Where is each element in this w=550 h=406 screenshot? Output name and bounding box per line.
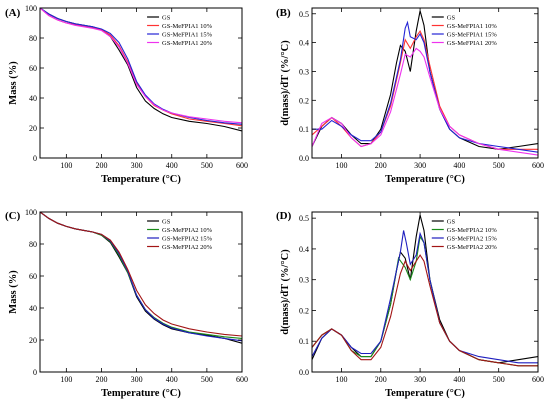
legend-label: GS-MeFPIA1 10% bbox=[447, 23, 498, 30]
plot-frame bbox=[311, 211, 539, 373]
x-axis-label: Temperature (°C) bbox=[385, 174, 465, 185]
legend-label: GS-MeFPIA1 20% bbox=[162, 40, 213, 47]
y-axis-label: d(mass)/dT (%/°C) bbox=[280, 40, 291, 126]
y-tick-label: 0.2 bbox=[299, 96, 309, 105]
legend-label: GS bbox=[447, 218, 456, 225]
y-tick-label: 20 bbox=[29, 124, 37, 133]
y-axis-label: d(mass)/dT (%/°C) bbox=[280, 249, 291, 335]
chart-panel-2: (B) 100 200 300 400 500 600 0.0 0.1 0.2 0.3 0.4 0.5 T… bbox=[276, 7, 544, 185]
x-tick-label: 500 bbox=[201, 375, 213, 384]
legend-label: GS-MeFPIA2 15% bbox=[447, 235, 498, 242]
x-tick-label: 400 bbox=[166, 161, 178, 170]
y-tick-label: 60 bbox=[29, 64, 37, 73]
x-tick-label: 600 bbox=[532, 161, 544, 170]
y-tick-label: 0 bbox=[33, 368, 37, 377]
series-line-4 bbox=[312, 47, 538, 156]
chart-panel-4: (D) 100 200 300 400 500 600 0.0 0.1 0.2 0.3 0.4 0.5 T… bbox=[276, 210, 544, 399]
x-tick-label: 200 bbox=[95, 375, 107, 384]
y-tick-label: 60 bbox=[29, 272, 37, 281]
x-axis-label: Temperature (°C) bbox=[385, 388, 465, 399]
y-tick-label: 80 bbox=[29, 240, 37, 249]
x-tick-label: 500 bbox=[493, 375, 505, 384]
legend-label: GS-MeFPIA2 10% bbox=[162, 227, 213, 234]
series-line-3 bbox=[312, 20, 538, 153]
y-tick-label: 0.1 bbox=[299, 337, 309, 346]
legend-label: GS-MeFPIA2 10% bbox=[447, 227, 498, 234]
series-line-2 bbox=[312, 235, 538, 367]
x-tick-label: 300 bbox=[414, 375, 426, 384]
x-tick-label: 100 bbox=[60, 375, 72, 384]
panel-label: (D) bbox=[276, 210, 292, 222]
x-tick-label: 100 bbox=[60, 161, 72, 170]
x-tick-label: 300 bbox=[131, 375, 143, 384]
series-line-4 bbox=[312, 254, 538, 367]
y-axis-label: Mass (%) bbox=[8, 270, 19, 314]
legend-label: GS-MeFPIA2 15% bbox=[162, 235, 213, 242]
x-tick-label: 100 bbox=[335, 375, 347, 384]
y-tick-label: 0.0 bbox=[299, 368, 309, 377]
panel-label: (A) bbox=[5, 7, 21, 19]
y-tick-label: 0.5 bbox=[299, 214, 309, 223]
chart-panel-3: (C) 100 200 300 400 500 600 0 20 40 60 80 100 Tempera… bbox=[5, 208, 248, 399]
x-axis-label: Temperature (°C) bbox=[101, 388, 181, 399]
x-tick-label: 100 bbox=[335, 161, 347, 170]
x-tick-label: 600 bbox=[532, 375, 544, 384]
x-tick-label: 600 bbox=[236, 375, 248, 384]
plot-frame bbox=[311, 7, 539, 159]
legend-label: GS bbox=[162, 218, 171, 225]
y-tick-label: 40 bbox=[29, 304, 37, 313]
y-tick-label: 0.3 bbox=[299, 276, 309, 285]
x-tick-label: 400 bbox=[166, 375, 178, 384]
y-tick-label: 0.4 bbox=[299, 245, 309, 254]
x-axis-label: Temperature (°C) bbox=[101, 174, 181, 185]
y-tick-label: 0.1 bbox=[299, 125, 309, 134]
series-line-3 bbox=[40, 8, 242, 125]
legend-label: GS bbox=[447, 14, 456, 21]
y-tick-label: 80 bbox=[29, 34, 37, 43]
y-axis-label: Mass (%) bbox=[8, 61, 19, 105]
series-line-4 bbox=[40, 8, 242, 124]
legend-label: GS bbox=[162, 14, 171, 21]
x-tick-label: 500 bbox=[201, 161, 213, 170]
y-tick-label: 0.5 bbox=[299, 10, 309, 19]
y-tick-label: 0.2 bbox=[299, 306, 309, 315]
series-line-4 bbox=[40, 212, 242, 337]
x-tick-label: 400 bbox=[453, 375, 465, 384]
x-tick-label: 200 bbox=[375, 161, 387, 170]
x-tick-label: 300 bbox=[414, 161, 426, 170]
x-tick-label: 200 bbox=[95, 161, 107, 170]
x-tick-label: 400 bbox=[453, 161, 465, 170]
y-tick-label: 0.4 bbox=[299, 39, 309, 48]
y-tick-label: 20 bbox=[29, 336, 37, 345]
y-tick-label: 0 bbox=[33, 154, 37, 163]
legend-label: GS-MeFPIA1 10% bbox=[162, 23, 213, 30]
legend-label: GS-MeFPIA1 15% bbox=[162, 31, 213, 38]
series-line-1 bbox=[312, 10, 538, 150]
panel-label: (C) bbox=[5, 210, 21, 222]
legend-label: GS-MeFPIA1 20% bbox=[447, 40, 498, 47]
y-tick-label: 100 bbox=[25, 4, 37, 13]
legend-label: GS-MeFPIA1 15% bbox=[447, 31, 498, 38]
y-tick-label: 0.0 bbox=[299, 154, 309, 163]
panel-label: (B) bbox=[276, 7, 291, 19]
legend-label: GS-MeFPIA2 20% bbox=[162, 244, 213, 251]
x-tick-label: 600 bbox=[236, 161, 248, 170]
y-tick-label: 100 bbox=[25, 208, 37, 217]
plot-frame bbox=[39, 7, 243, 159]
y-tick-label: 0.3 bbox=[299, 67, 309, 76]
chart-panel-1: (A) 100 200 300 400 500 600 0 20 40 60 80 100 Tempera… bbox=[5, 4, 248, 185]
plot-frame bbox=[39, 211, 243, 373]
legend-label: GS-MeFPIA2 20% bbox=[447, 244, 498, 251]
x-tick-label: 300 bbox=[131, 161, 143, 170]
x-tick-label: 200 bbox=[375, 375, 387, 384]
x-tick-label: 500 bbox=[493, 161, 505, 170]
y-tick-label: 40 bbox=[29, 94, 37, 103]
